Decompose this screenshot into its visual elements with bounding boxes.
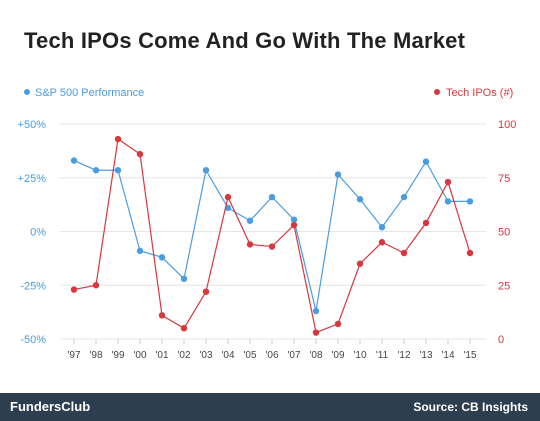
x-tick-label: '98 (89, 350, 102, 361)
data-point-tech-ipos (400, 249, 408, 257)
data-point-sp500 (246, 217, 254, 224)
data-point-tech-ipos (202, 288, 210, 295)
left-tick-label: +50% (18, 119, 47, 131)
x-tick-label: '12 (397, 350, 410, 361)
data-point-sp500 (312, 307, 320, 315)
data-point-sp500 (466, 198, 474, 205)
x-tick-label: '06 (265, 350, 278, 361)
data-point-sp500 (158, 254, 166, 261)
x-tick-label: '97 (67, 350, 80, 361)
gridlines (60, 123, 486, 340)
chart-title: Tech IPOs Come And Go With The Market (24, 28, 466, 53)
brand-logo: FundersClub (10, 399, 91, 414)
right-tick-label: 75 (498, 173, 510, 185)
legend: S&P 500 Performance Tech IPOs (#) (24, 87, 513, 99)
series-line-tech-ipos (73, 138, 471, 334)
data-point-tech-ipos (180, 325, 188, 332)
data-point-tech-ipos (92, 282, 100, 289)
series-layer (70, 135, 474, 336)
data-point-sp500 (114, 167, 122, 174)
right-tick-label: 25 (498, 280, 510, 292)
data-point-tech-ipos (312, 329, 320, 336)
data-point-tech-ipos (466, 249, 474, 257)
data-point-sp500 (70, 157, 78, 164)
right-tick-label: 50 (498, 227, 510, 239)
left-tick-label: -50% (20, 334, 46, 346)
x-tick-label: '99 (111, 350, 124, 361)
left-tick-label: +25% (18, 173, 47, 185)
right-axis: 100 75 50 25 0 (498, 119, 516, 346)
footer-bar: FundersClub Source: CB Insights (0, 393, 540, 421)
series-line-sp500 (73, 160, 470, 312)
data-point-tech-ipos (334, 320, 342, 328)
left-axis: +50% +25% 0% -25% -50% (18, 119, 47, 346)
data-point-tech-ipos (224, 193, 232, 201)
legend-marker-sp500 (24, 89, 30, 95)
data-point-sp500 (92, 167, 100, 174)
x-tick-label: '11 (376, 350, 389, 361)
data-point-tech-ipos (158, 312, 166, 319)
data-point-sp500 (400, 193, 408, 201)
data-point-sp500 (268, 193, 276, 201)
data-point-sp500 (202, 167, 210, 174)
x-tick-label: '07 (287, 350, 300, 361)
x-axis: '97 '98 '99 '00 '01 '02 '03 '04 '05 '06 '07 '08 '09 '… (67, 339, 477, 361)
x-tick-label: '10 (353, 350, 366, 361)
x-tick-label: '04 (221, 350, 234, 361)
x-tick-label: '05 (243, 350, 256, 361)
data-point-sp500 (422, 158, 430, 165)
x-tick-label: '03 (199, 350, 212, 361)
source-label: Source: CB Insights (413, 400, 528, 414)
x-tick-label: '08 (309, 350, 322, 361)
data-point-sp500 (378, 224, 386, 231)
right-tick-label: 0 (498, 334, 504, 346)
data-point-tech-ipos (114, 135, 122, 143)
data-point-tech-ipos (290, 221, 298, 229)
x-tick-label: '13 (419, 350, 432, 361)
x-tick-label: '02 (177, 350, 190, 361)
data-point-tech-ipos (268, 243, 276, 250)
data-point-sp500 (180, 275, 188, 282)
data-point-tech-ipos (136, 150, 144, 158)
legend-marker-tech-ipos (434, 89, 440, 95)
data-point-tech-ipos (356, 260, 364, 267)
data-point-sp500 (136, 247, 144, 255)
x-tick-label: '14 (441, 350, 454, 361)
legend-label-tech-ipos: Tech IPOs (#) (446, 87, 513, 99)
data-point-sp500 (334, 171, 342, 178)
data-point-tech-ipos (378, 239, 386, 246)
data-point-tech-ipos (444, 178, 452, 186)
left-tick-label: -25% (20, 280, 46, 292)
data-point-tech-ipos (246, 241, 254, 248)
right-tick-label: 100 (498, 119, 516, 131)
x-tick-label: '15 (463, 350, 476, 361)
data-point-sp500 (290, 216, 298, 223)
left-tick-label: 0% (30, 227, 46, 239)
x-tick-label: '00 (133, 350, 146, 361)
x-tick-label: '09 (331, 350, 344, 361)
x-tick-label: '01 (155, 350, 168, 361)
data-point-tech-ipos (70, 286, 78, 293)
data-point-sp500 (444, 198, 452, 205)
data-point-tech-ipos (422, 219, 430, 227)
data-point-sp500 (356, 196, 364, 203)
legend-label-sp500: S&P 500 Performance (35, 87, 144, 99)
